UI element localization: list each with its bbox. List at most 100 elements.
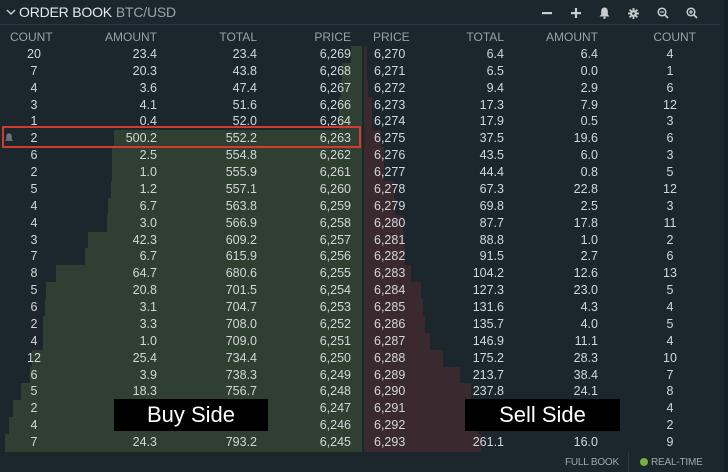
bid-amount: 1.0 [139, 333, 157, 348]
bid-depth-bar [114, 130, 362, 148]
order-row[interactable]: 3 42.3 609.2 6,257 6,281 88.8 1.0 2 [0, 232, 728, 249]
increase-precision-button[interactable] [561, 5, 590, 21]
order-row[interactable]: 4 3.6 47.4 6,267 6,272 9.4 2.9 6 [0, 80, 728, 97]
bid-count: 8 [30, 266, 38, 281]
order-row[interactable]: 4 6,246 6,292 2 [0, 417, 728, 434]
bid-amount: 23.4 [132, 47, 157, 61]
order-book-header: ORDER BOOK BTC/USD [0, 0, 720, 25]
ask-count: 1 [666, 63, 674, 78]
bid-price: 6,269 [319, 47, 351, 61]
bid-count: 5 [30, 283, 38, 298]
order-row[interactable]: 5 18.3 756.7 6,248 6,290 237.8 24.1 8 [0, 383, 728, 400]
bid-depth-bar [46, 282, 362, 300]
minus-icon [541, 12, 552, 15]
ask-amount-header[interactable]: AMOUNT [546, 30, 598, 44]
order-row[interactable]: 5 1.2 557.1 6,260 6,278 67.3 22.8 12 [0, 181, 728, 198]
order-row[interactable]: 7 24.3 793.2 6,245 6,293 261.1 16.0 9 [0, 434, 728, 451]
order-row[interactable]: 7 20.3 43.8 6,268 6,271 6.5 0.0 1 [0, 63, 728, 80]
ask-total: 237.8 [472, 384, 504, 399]
ask-count: 2 [666, 232, 674, 247]
bid-amount-header[interactable]: AMOUNT [105, 30, 157, 44]
ask-price: 6,287 [374, 333, 406, 348]
price-alert-bell-icon[interactable] [4, 133, 14, 143]
ask-amount: 24.1 [573, 384, 598, 399]
ask-price: 6,290 [374, 384, 406, 399]
bid-total: 47.4 [232, 80, 257, 95]
bid-total: 734.4 [225, 350, 257, 365]
ask-depth-bar [364, 366, 460, 385]
order-row[interactable]: 2 6,247 6,291 4 [0, 400, 728, 417]
order-row[interactable]: 12 25.4 734.4 6,250 6,288 175.2 28.3 10 [0, 350, 728, 367]
ask-total: 37.5 [479, 131, 504, 146]
bid-amount: 500.2 [125, 131, 157, 146]
order-row[interactable]: 3 4.1 51.6 6,266 6,273 17.3 7.9 12 [0, 97, 728, 114]
order-row[interactable]: 8 64.7 680.6 6,255 6,283 104.2 12.6 13 [0, 265, 728, 282]
ask-depth-bar [364, 231, 404, 250]
order-row[interactable]: 7 6.7 615.9 6,256 6,282 91.5 2.7 6 [0, 248, 728, 265]
order-row[interactable]: 4 3.0 566.9 6,258 6,280 87.7 17.8 11 [0, 215, 728, 232]
order-row[interactable]: 6 3.1 704.7 6,253 6,285 131.6 4.3 4 [0, 299, 728, 316]
bid-depth-bar [30, 366, 362, 385]
bid-total-header[interactable]: TOTAL [219, 30, 257, 44]
bid-amount: 6.7 [139, 249, 157, 264]
ask-amount: 2.7 [580, 249, 598, 264]
bid-amount: 20.3 [132, 63, 157, 78]
order-row[interactable]: 6 3.9 738.3 6,249 6,289 213.7 38.4 7 [0, 367, 728, 384]
bid-price: 6,255 [319, 266, 351, 281]
ask-count: 3 [666, 114, 674, 129]
decrease-precision-button[interactable] [532, 5, 561, 21]
ask-price: 6,288 [374, 350, 406, 365]
order-row[interactable]: 1 0.4 52.0 6,264 6,274 17.9 0.5 3 [0, 113, 728, 130]
bid-depth-bar [339, 96, 362, 115]
ask-total-header[interactable]: TOTAL [466, 30, 504, 44]
full-book-link[interactable]: FULL BOOK [565, 457, 619, 468]
realtime-status[interactable]: REAL-TIME [640, 457, 703, 468]
ask-total: 43.5 [479, 148, 504, 163]
bid-total: 552.2 [225, 131, 257, 146]
bid-price-header[interactable]: PRICE [314, 30, 351, 44]
ask-total: 67.3 [479, 181, 504, 196]
zoom-in-icon [685, 7, 698, 19]
ask-count-header[interactable]: COUNT [653, 30, 696, 44]
order-row[interactable]: 2 1.0 555.9 6,261 6,277 44.4 0.8 5 [0, 164, 728, 181]
ask-amount: 0.8 [580, 165, 598, 180]
bid-count: 7 [30, 63, 38, 78]
bid-count: 3 [30, 97, 38, 112]
settings-button[interactable] [619, 5, 648, 21]
bid-depth-bar [32, 349, 362, 368]
zoom-out-button[interactable] [648, 5, 677, 21]
order-row[interactable]: 6 2.5 554.8 6,262 6,276 43.5 6.0 3 [0, 147, 728, 164]
ask-price: 6,283 [374, 266, 406, 281]
ask-total: 261.1 [472, 435, 504, 449]
order-row[interactable]: 5 20.8 701.5 6,254 6,284 127.3 23.0 5 [0, 282, 728, 299]
bid-count: 2 [30, 131, 38, 146]
bid-amount: 25.4 [132, 350, 157, 365]
bid-amount: 4.1 [139, 97, 157, 112]
panel-title[interactable]: ORDER BOOK BTC/USD [6, 4, 176, 20]
ask-depth-bar [364, 417, 478, 435]
chevron-down-icon[interactable] [6, 7, 16, 17]
realtime-dot-icon [640, 458, 648, 466]
alerts-button[interactable] [590, 5, 619, 21]
zoom-in-button[interactable] [677, 5, 706, 21]
bid-amount: 3.1 [139, 300, 157, 315]
order-row[interactable]: 2 3.3 708.0 6,252 6,286 135.7 4.0 5 [0, 316, 728, 333]
sell-side-label: Sell Side [465, 399, 620, 431]
order-row[interactable]: 20 23.4 23.4 6,269 6,270 6.4 6.4 4 [0, 46, 728, 63]
order-row[interactable]: 2 500.2 552.2 6,263 6,275 37.5 19.6 6 [0, 130, 728, 147]
bid-price: 6,268 [319, 63, 351, 78]
ask-total: 17.3 [479, 97, 504, 112]
order-row[interactable]: 4 6.7 563.8 6,259 6,279 69.8 2.5 3 [0, 198, 728, 215]
bid-amount: 64.7 [132, 266, 157, 281]
bid-depth-bar [107, 214, 362, 233]
plus-icon [570, 8, 581, 18]
toolbar [532, 5, 706, 21]
ask-price-header[interactable]: PRICE [373, 30, 410, 44]
bid-price: 6,249 [319, 367, 351, 382]
bid-count-header[interactable]: COUNT [10, 30, 53, 44]
bid-total: 555.9 [225, 165, 257, 180]
ask-count: 4 [666, 300, 674, 315]
ask-amount: 11.1 [574, 333, 598, 348]
ask-depth-bar [364, 434, 481, 452]
order-row[interactable]: 4 1.0 709.0 6,251 6,287 146.9 11.1 4 [0, 333, 728, 350]
